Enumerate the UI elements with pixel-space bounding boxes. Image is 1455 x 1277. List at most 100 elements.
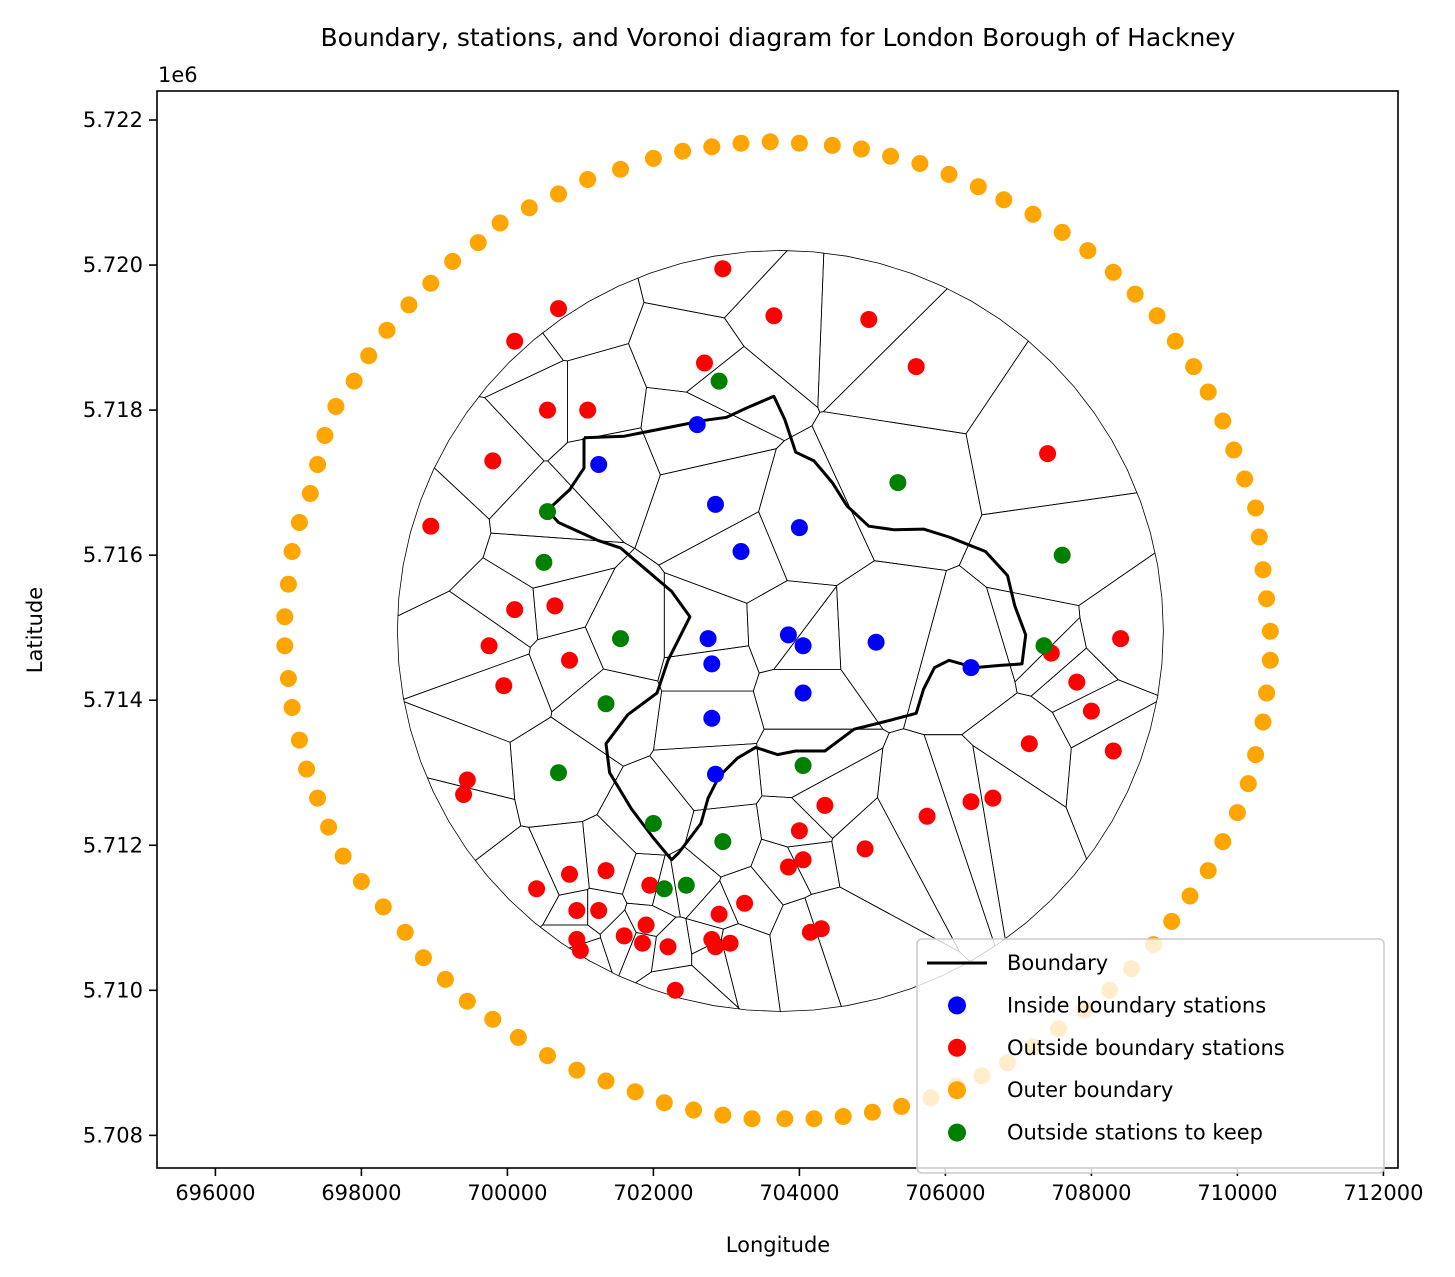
legend-swatch-outside-stations-to-keep bbox=[948, 1123, 966, 1142]
outside-boundary-stations-point bbox=[856, 840, 874, 858]
outer-boundary-point bbox=[334, 847, 352, 865]
outer-boundary-point bbox=[852, 140, 870, 158]
boundary-line-layer bbox=[546, 394, 1028, 862]
voronoi-cell bbox=[1065, 700, 1158, 860]
outside-boundary-stations-point bbox=[790, 822, 808, 840]
y-tick-label: 5.716 bbox=[83, 543, 143, 567]
outer-boundary-point bbox=[685, 1101, 703, 1119]
outer-boundary-point bbox=[444, 252, 462, 270]
outer-boundary-point bbox=[309, 789, 327, 807]
voronoi-cell bbox=[448, 557, 539, 648]
outer-boundary-point bbox=[290, 731, 308, 749]
outer-boundary-point bbox=[345, 372, 363, 390]
x-tick-label: 704000 bbox=[759, 1181, 839, 1205]
axes: 696000 698000 700000 702000 704000 706000 7080… bbox=[83, 90, 1423, 1205]
outside-stations-to-keep-point bbox=[644, 815, 662, 832]
outer-boundary-point bbox=[279, 670, 297, 687]
outside-boundary-stations-point bbox=[710, 905, 728, 923]
outside-boundary-stations-point bbox=[1068, 673, 1086, 691]
x-tick-label: 710000 bbox=[1197, 1181, 1277, 1205]
outer-boundary-point bbox=[1261, 622, 1279, 640]
outer-boundary-point bbox=[550, 185, 567, 203]
outside-boundary-stations-point bbox=[779, 858, 797, 876]
outside-stations-to-keep-point bbox=[535, 553, 553, 571]
outer-boundary-point bbox=[414, 949, 432, 967]
y-tick-label: 5.714 bbox=[83, 688, 143, 712]
outer-boundary-point bbox=[1247, 499, 1265, 517]
inside-boundary-stations-point bbox=[703, 655, 721, 673]
outer-boundary-point bbox=[283, 543, 301, 560]
inside-boundary-stations-point bbox=[794, 637, 812, 655]
legend-label-boundary: Boundary bbox=[1007, 951, 1108, 975]
legend-label-outside-stations-to-keep: Outside stations to keep bbox=[1007, 1121, 1263, 1145]
outer-boundary-point bbox=[1079, 242, 1097, 260]
outside-boundary-stations-point bbox=[480, 637, 498, 655]
outer-boundary-point bbox=[1148, 307, 1166, 325]
outside-boundary-stations-point bbox=[1082, 702, 1100, 720]
outside-boundary-stations-point bbox=[561, 865, 578, 883]
outer-boundary-point bbox=[761, 133, 779, 151]
outer-boundary-point bbox=[655, 1094, 673, 1112]
outer-boundary-point bbox=[509, 1029, 527, 1046]
voronoi-cell bbox=[972, 744, 1088, 940]
outside-boundary-stations-point bbox=[721, 934, 739, 952]
inside-boundary-stations-point bbox=[790, 519, 808, 537]
outer-boundary-point bbox=[1053, 223, 1071, 241]
x-tick-label: 698000 bbox=[321, 1181, 401, 1205]
outside-boundary-stations-point bbox=[714, 260, 732, 278]
legend-swatch-outside-boundary-stations bbox=[948, 1038, 966, 1057]
outside-boundary-stations-point bbox=[484, 452, 502, 470]
inside-boundary-stations-point bbox=[688, 416, 706, 434]
outside-boundary-stations-point bbox=[637, 916, 655, 934]
outer-boundary-point bbox=[714, 1106, 732, 1124]
outer-boundary-point bbox=[283, 699, 301, 716]
outer-boundary-point bbox=[436, 970, 454, 988]
voronoi-cell bbox=[542, 277, 645, 362]
outside-stations-to-keep-point bbox=[794, 757, 812, 774]
y-tick-label: 5.710 bbox=[83, 978, 143, 1002]
legend-swatch-outer-boundary bbox=[948, 1081, 966, 1100]
outside-boundary-stations-point bbox=[816, 796, 834, 814]
voronoi-cell bbox=[637, 249, 788, 319]
y-tick-label: 5.712 bbox=[83, 833, 143, 857]
outer-boundary-point bbox=[644, 149, 662, 167]
voronoi-cell bbox=[923, 734, 1006, 947]
outside-stations-to-keep-point bbox=[1035, 637, 1053, 655]
voronoi-cell bbox=[720, 923, 781, 1012]
voronoi-cell bbox=[403, 653, 553, 743]
outside-boundary-stations-point bbox=[495, 677, 513, 695]
outer-boundary-point bbox=[568, 1061, 586, 1079]
inside-boundary-stations-point bbox=[699, 630, 717, 648]
outside-boundary-stations-point bbox=[794, 851, 812, 869]
x-tick-label: 706000 bbox=[905, 1181, 985, 1205]
voronoi-cell bbox=[669, 846, 722, 919]
legend: Boundary Inside boundary stations Outside … bbox=[916, 938, 1385, 1174]
outer-boundary-point bbox=[703, 138, 721, 156]
outer-boundary-point bbox=[1199, 862, 1217, 880]
outer-boundary-point bbox=[597, 1072, 615, 1090]
outer-boundary-point bbox=[309, 456, 327, 473]
outside-boundary-stations-point bbox=[579, 401, 597, 419]
outside-boundary-stations-point bbox=[736, 894, 754, 912]
outside-boundary-stations-point bbox=[801, 923, 819, 941]
outer-boundary-point bbox=[1258, 590, 1276, 608]
voronoi-cell bbox=[822, 288, 1029, 435]
outer-boundary-point bbox=[743, 1110, 761, 1128]
outer-boundary-point bbox=[1250, 528, 1268, 546]
outer-boundary-point bbox=[352, 873, 370, 890]
outside-boundary-stations-point bbox=[641, 876, 659, 894]
outside-boundary-stations-point bbox=[568, 902, 586, 919]
outer-boundary-point bbox=[823, 136, 841, 154]
outside-boundary-stations-point bbox=[1104, 742, 1122, 760]
outer-boundary-point bbox=[1214, 833, 1232, 851]
x-tick-label: 702000 bbox=[613, 1181, 693, 1205]
x-tick-label: 700000 bbox=[467, 1181, 547, 1205]
outer-boundary-point bbox=[520, 199, 538, 217]
outer-boundary-point bbox=[1163, 912, 1181, 930]
outside-boundary-stations-point bbox=[422, 517, 440, 535]
voronoi-diagram bbox=[396, 249, 1164, 1012]
voronoi-cell bbox=[509, 716, 624, 828]
outside-boundary-stations-point bbox=[918, 807, 936, 825]
outer-boundary-point bbox=[374, 898, 392, 916]
outer-boundary-point bbox=[327, 398, 345, 415]
